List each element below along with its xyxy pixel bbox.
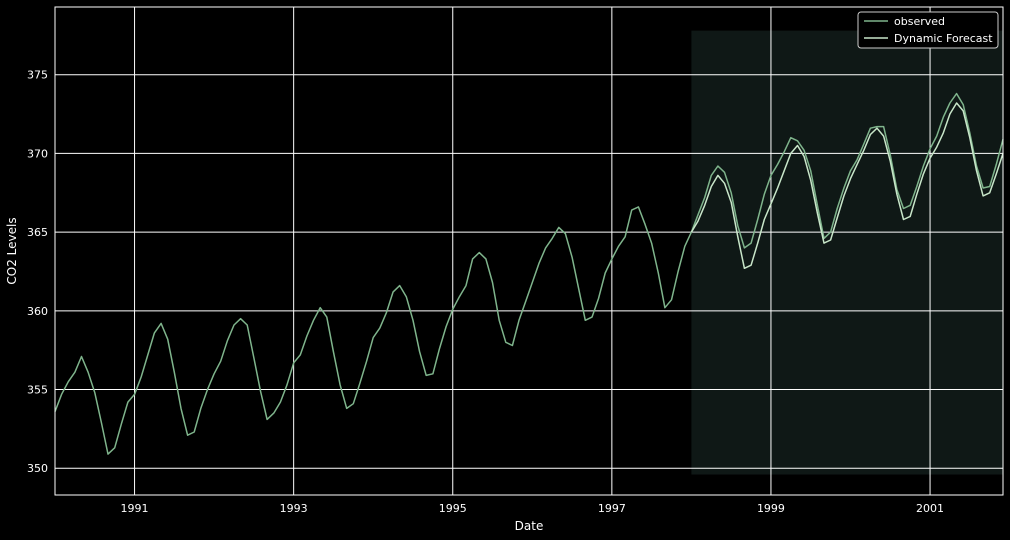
series-line-observed — [54, 92, 1004, 455]
x-tick-label: 1993 — [280, 502, 308, 515]
series-line-dynamic-forecast — [690, 102, 1004, 270]
x-axis-ticks: 1991 1993 1995 1997 1999 2001 — [121, 502, 945, 515]
y-tick-label: 375 — [27, 69, 48, 82]
y-tick-label: 350 — [27, 462, 48, 475]
x-tick-label: 1991 — [121, 502, 149, 515]
legend-label-observed: observed — [894, 15, 945, 28]
x-tick-label: 2001 — [916, 502, 944, 515]
plot-frame — [54, 6, 1004, 496]
x-tick-label: 1997 — [598, 502, 626, 515]
x-axis-label: Date — [515, 519, 544, 533]
x-tick-label: 1995 — [439, 502, 467, 515]
series-layer — [54, 92, 1004, 455]
y-axis-label: CO2 Levels — [5, 217, 19, 284]
legend-label-dynamic-forecast: Dynamic Forecast — [894, 32, 993, 45]
y-tick-label: 365 — [27, 226, 48, 239]
y-tick-label: 370 — [27, 147, 48, 160]
legend-box — [857, 11, 999, 49]
y-tick-label: 360 — [27, 305, 48, 318]
legend: observed Dynamic Forecast — [857, 11, 999, 49]
grid-lines — [55, 7, 1003, 495]
forecast-region — [691, 30, 1003, 475]
y-tick-label: 355 — [27, 384, 48, 397]
x-tick-label: 1999 — [757, 502, 785, 515]
y-axis-ticks: 350 355 360 365 370 375 — [27, 69, 48, 476]
